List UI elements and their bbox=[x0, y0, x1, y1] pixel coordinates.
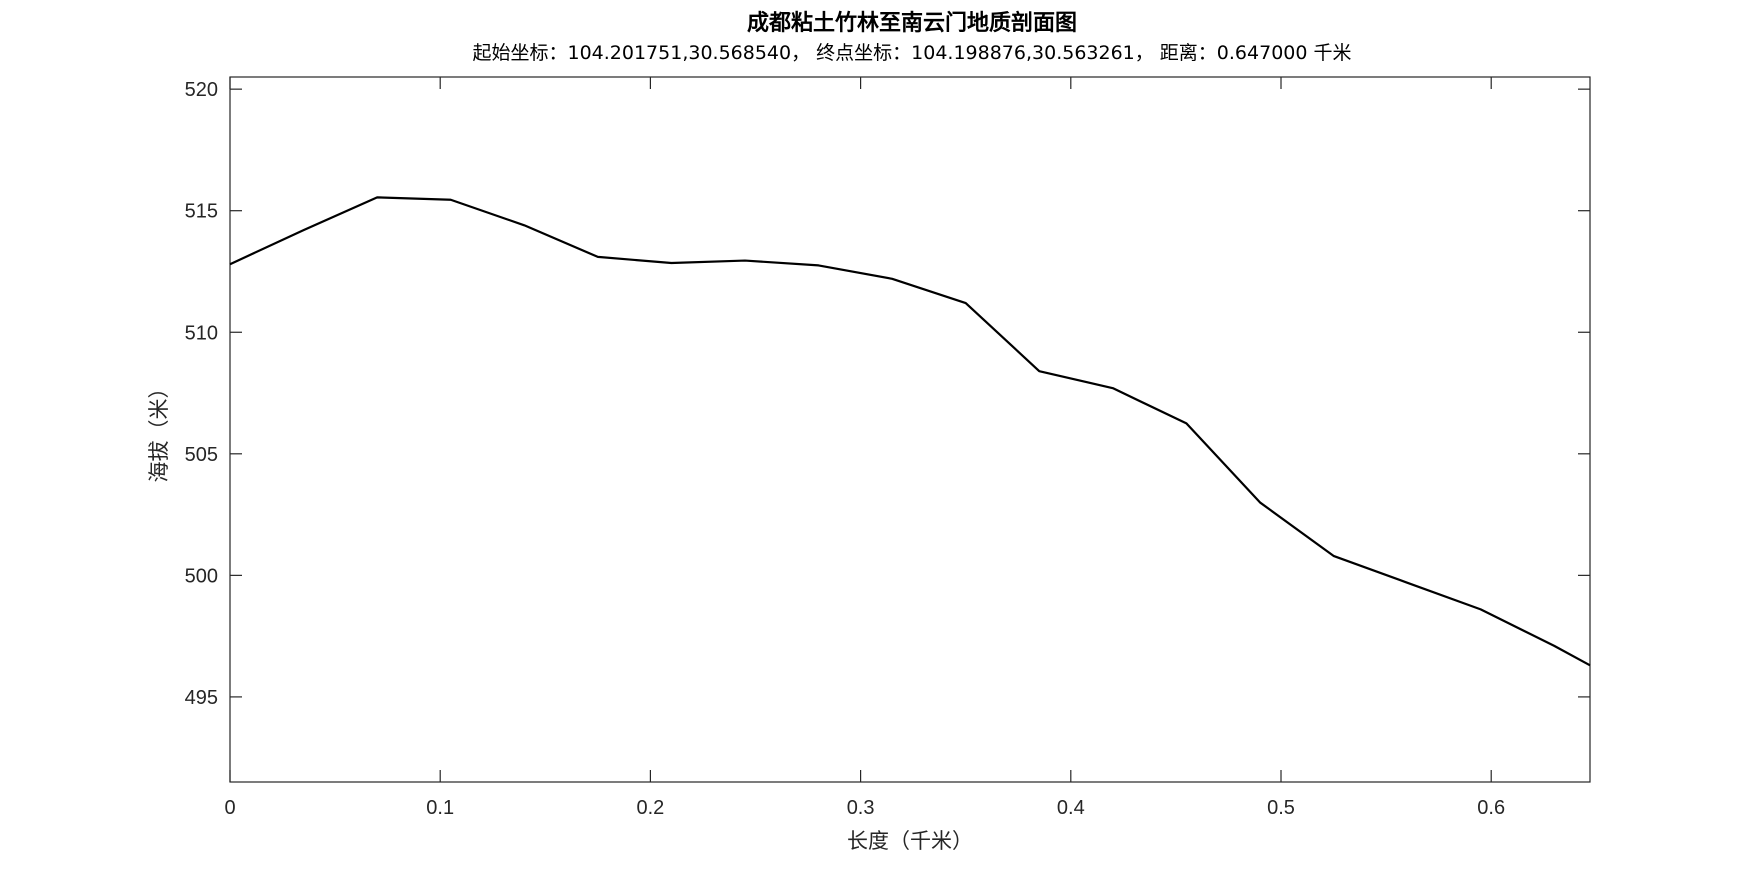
chart-title: 成都粘土竹林至南云门地质剖面图 bbox=[747, 10, 1077, 36]
series-line bbox=[229, 196, 1591, 667]
ticks-layer: 0 0.1 0.2 0.3 0.4 0.5 0.6 495 500 505 510 515 520 bbox=[185, 77, 1590, 819]
x-tick-label: 0.2 bbox=[636, 797, 664, 819]
x-axis-label: 长度（千米） bbox=[847, 829, 973, 853]
y-tick-label: 520 bbox=[185, 79, 218, 101]
x-tick-label: 0.4 bbox=[1057, 797, 1085, 819]
x-tick-label: 0.5 bbox=[1267, 797, 1295, 819]
x-tick-label: 0.1 bbox=[426, 797, 454, 819]
x-tick-label: 0.3 bbox=[847, 797, 875, 819]
x-tick-label: 0.6 bbox=[1477, 797, 1505, 819]
series-layer bbox=[229, 196, 1591, 667]
chart-subtitle: 起始坐标：104.201751,30.568540， 终点坐标：104.1988… bbox=[472, 42, 1351, 64]
y-tick-label: 505 bbox=[185, 444, 218, 466]
plot-frame bbox=[229, 76, 1591, 783]
x-tick-label: 0 bbox=[224, 797, 235, 819]
y-tick-label: 495 bbox=[185, 687, 218, 709]
y-tick-label: 500 bbox=[185, 565, 218, 587]
y-tick-label: 515 bbox=[185, 201, 218, 223]
y-axis-label: 海拔（米） bbox=[147, 378, 171, 483]
y-tick-label: 510 bbox=[185, 322, 218, 344]
